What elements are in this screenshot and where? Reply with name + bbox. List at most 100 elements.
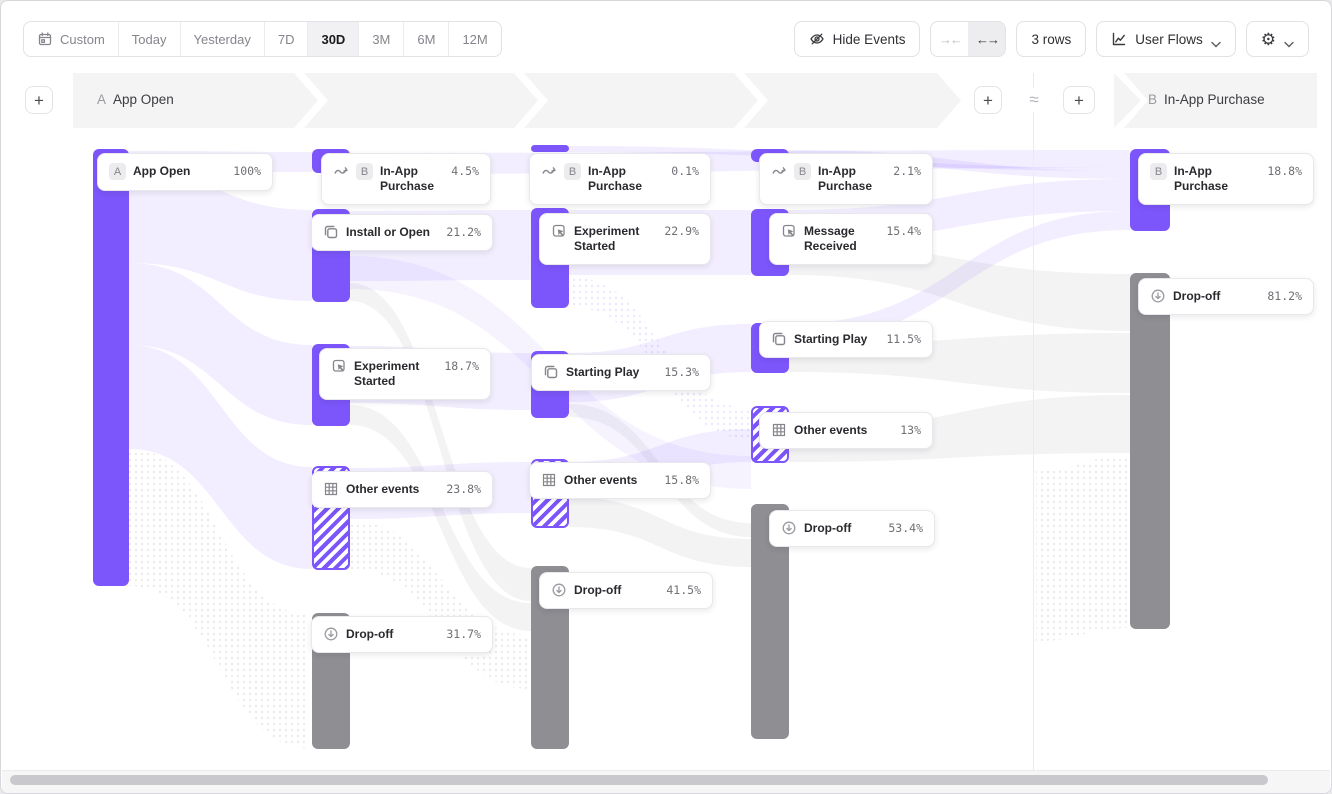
flow-link <box>129 171 312 301</box>
horizontal-scrollbar-track[interactable] <box>2 770 1330 793</box>
arrow-down-circle-icon <box>551 582 567 598</box>
date-range-yesterday[interactable]: Yesterday <box>179 22 264 56</box>
date-range-today[interactable]: Today <box>117 22 180 56</box>
add-step-left-button[interactable]: + <box>25 86 53 114</box>
node-percentage: 100% <box>233 164 261 178</box>
node-card-step1-other-events[interactable]: Other events 23.8% <box>311 471 493 508</box>
node-card-step3-message-received[interactable]: Message Received 15.4% <box>769 213 933 265</box>
date-range-label: 7D <box>277 31 295 47</box>
end-event-header[interactable]: B In-App Purchase <box>1148 92 1265 107</box>
node-card-step2-other-events[interactable]: Other events 15.8% <box>529 462 711 499</box>
flow-link <box>1036 455 1130 641</box>
node-percentage: 21.2% <box>446 225 481 239</box>
node-percentage: 0.1% <box>671 164 699 178</box>
node-percentage: 13% <box>900 423 921 437</box>
node-card-step4-drop-off[interactable]: Drop-off 81.2% <box>1138 278 1314 315</box>
flow-link <box>569 497 751 567</box>
node-card-step1-in-app-purchase[interactable]: B In-App Purchase 4.5% <box>321 153 491 205</box>
node-card-step1-experiment-started[interactable]: Experiment Started 18.7% <box>319 348 491 400</box>
node-card-step1-drop-off[interactable]: Drop-off 31.7% <box>311 616 493 653</box>
step-a-badge: A <box>109 163 126 180</box>
end-event-label: In-App Purchase <box>1164 92 1265 107</box>
add-step-right-button[interactable]: + <box>1063 86 1095 114</box>
node-card-step1-install-or-open[interactable]: Install or Open 21.2% <box>311 214 493 251</box>
flow-link <box>129 345 312 569</box>
date-range-3m[interactable]: 3M <box>358 22 403 56</box>
node-card-step2-experiment-started[interactable]: Experiment Started 22.9% <box>539 213 711 265</box>
event-icon <box>543 364 559 380</box>
node-card-step2-drop-off[interactable]: Drop-off 41.5% <box>539 572 713 609</box>
flow-link <box>350 283 531 601</box>
node-bar-step2-in-app-purchase[interactable] <box>531 145 569 152</box>
step-banner-segment <box>73 73 318 128</box>
step-b-badge: B <box>564 163 581 180</box>
date-range-label: Today <box>131 31 167 47</box>
step-b-badge: B <box>356 163 373 180</box>
grid-icon <box>323 481 339 497</box>
node-label: Other events <box>564 473 638 487</box>
node-label: Message Received <box>804 224 857 253</box>
date-range-6m[interactable]: 6M <box>403 22 448 56</box>
node-percentage: 2.1% <box>893 164 921 178</box>
arrow-down-circle-icon <box>1150 288 1166 304</box>
step-b-badge: B <box>1148 92 1158 107</box>
start-event-header[interactable]: A App Open <box>97 92 174 107</box>
date-range-label: 6M <box>417 31 436 47</box>
view-selector-button[interactable]: User Flows <box>1096 21 1236 57</box>
action-icon <box>781 223 797 239</box>
node-label: App Open <box>133 164 191 178</box>
node-card-step4-in-app-purchase[interactable]: B In-App Purchase 18.8% <box>1138 153 1314 205</box>
step-banner-segment <box>1114 73 1141 128</box>
node-bar-step0-app-open[interactable] <box>93 149 129 586</box>
flow-arrow-icon <box>333 163 349 179</box>
arrows-expand-icon[interactable]: ←→ <box>968 22 1006 56</box>
hide-events-button[interactable]: Hide Events <box>793 21 921 57</box>
collapse-expand-toggle: →← ←→ <box>930 21 1007 57</box>
node-card-step3-in-app-purchase[interactable]: B In-App Purchase 2.1% <box>759 153 933 205</box>
step-banner-segment <box>1124 73 1317 128</box>
event-icon <box>323 224 339 240</box>
node-card-step3-starting-play[interactable]: Starting Play 11.5% <box>759 321 933 358</box>
flow-link <box>350 405 531 631</box>
node-label: Drop-off <box>346 627 394 641</box>
node-percentage: 18.7% <box>444 359 479 373</box>
node-percentage: 15.8% <box>664 473 699 487</box>
node-label: Install or Open <box>346 225 431 239</box>
chevron-down-icon <box>1211 36 1221 47</box>
step-b-badge: B <box>794 163 811 180</box>
node-label: Experiment Started <box>354 359 420 388</box>
action-icon <box>551 223 567 239</box>
node-bar-step4-drop-off[interactable] <box>1130 273 1170 629</box>
node-label: In-App Purchase <box>380 164 435 193</box>
node-label: Drop-off <box>1173 289 1221 303</box>
node-label: Drop-off <box>574 583 622 597</box>
flow-link <box>789 211 1130 343</box>
node-percentage: 11.5% <box>886 332 921 346</box>
arrows-collapse-icon[interactable]: →← <box>938 31 963 47</box>
node-percentage: 15.3% <box>664 365 699 379</box>
date-range-12m[interactable]: 12M <box>448 22 500 56</box>
horizontal-scrollbar-thumb[interactable] <box>10 775 1268 785</box>
date-range-custom[interactable]: Custom <box>24 22 118 56</box>
step-banner-segment <box>524 73 758 128</box>
step-a-badge: A <box>97 92 107 107</box>
node-card-step2-starting-play[interactable]: Starting Play 15.3% <box>531 354 711 391</box>
start-event-label: App Open <box>113 92 174 107</box>
date-range-30d[interactable]: 30D <box>307 22 359 56</box>
rows-button[interactable]: 3 rows <box>1016 21 1087 57</box>
node-card-step3-drop-off[interactable]: Drop-off 53.4% <box>769 510 935 547</box>
node-label: Other events <box>346 482 420 496</box>
node-card-step0-app-open[interactable]: A App Open 100% <box>97 153 273 191</box>
date-range-label: Custom <box>60 31 105 47</box>
approx-symbol: ≈ <box>1022 88 1046 112</box>
settings-button[interactable]: ⚙ <box>1245 21 1309 57</box>
add-step-middle-button[interactable]: + <box>974 86 1002 114</box>
chevron-down-icon <box>1284 36 1294 47</box>
node-card-step3-other-events[interactable]: Other events 13% <box>759 412 933 449</box>
toolbar: Custom Today Yesterday 7D 30D 3M 6M 12M Hide Ev… <box>23 21 1309 57</box>
node-label: In-App Purchase <box>588 164 643 193</box>
date-range-label: 12M <box>462 31 488 47</box>
date-range-7d[interactable]: 7D <box>263 22 308 56</box>
node-percentage: 41.5% <box>666 583 701 597</box>
node-card-step2-in-app-purchase[interactable]: B In-App Purchase 0.1% <box>529 153 711 205</box>
